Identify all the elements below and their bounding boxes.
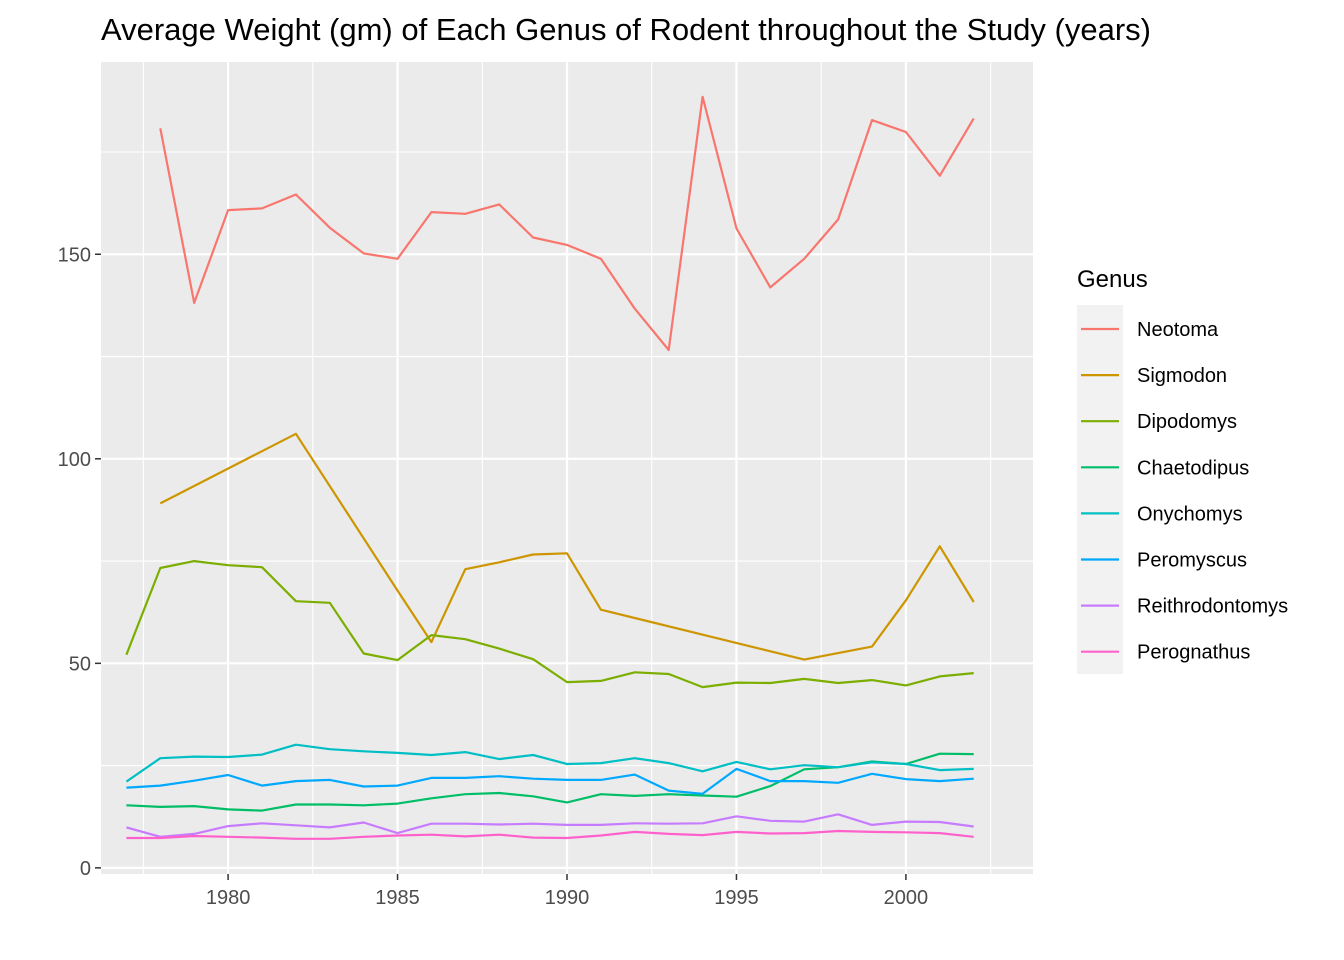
y-tick-label: 150 (58, 244, 91, 266)
series-line-reithrodontomys (126, 813, 974, 838)
x-tick-label: 1990 (545, 887, 590, 909)
legend-label-peromyscus: Peromyscus (1137, 550, 1247, 572)
series-line-onychomys (125, 743, 974, 783)
series-line-peromyscus (126, 767, 974, 795)
legend-label-onychomys: Onychomys (1137, 503, 1243, 525)
chart-title: Average Weight (gm) of Each Genus of Rod… (101, 12, 1151, 47)
x-tick-label: 1985 (375, 887, 420, 909)
x-axis: 1980 1985 1990 1995 2000 (206, 874, 928, 909)
series-line-dipodomys (125, 560, 974, 689)
legend-label-sigmodon: Sigmodon (1137, 365, 1227, 387)
x-tick-label: 2000 (884, 887, 929, 909)
legend-title: Genus (1077, 266, 1148, 293)
y-tick-label: 100 (58, 449, 91, 471)
series-lines (125, 95, 975, 840)
y-axis: 0 50 100 150 (58, 244, 101, 880)
legend-label-perognathus: Perognathus (1137, 642, 1250, 664)
x-tick-label: 1995 (714, 887, 759, 909)
series-line-neotoma (159, 95, 975, 352)
legend-key-background (1077, 305, 1123, 674)
legend-label-neotoma: Neotoma (1137, 319, 1219, 341)
series-line-perognathus (126, 829, 974, 840)
x-tick-label: 1980 (206, 887, 251, 909)
legend-label-dipodomys: Dipodomys (1137, 411, 1237, 433)
series-line-sigmodon (159, 432, 975, 661)
legend-label-chaetodipus: Chaetodipus (1137, 457, 1249, 479)
legend-label-reithrodontomys: Reithrodontomys (1137, 596, 1288, 618)
y-tick-label: 0 (80, 858, 91, 880)
y-tick-label: 50 (69, 653, 91, 675)
legend: Genus Neotoma Sigmodon Dipodomys Chaetodipu… (1077, 266, 1288, 674)
